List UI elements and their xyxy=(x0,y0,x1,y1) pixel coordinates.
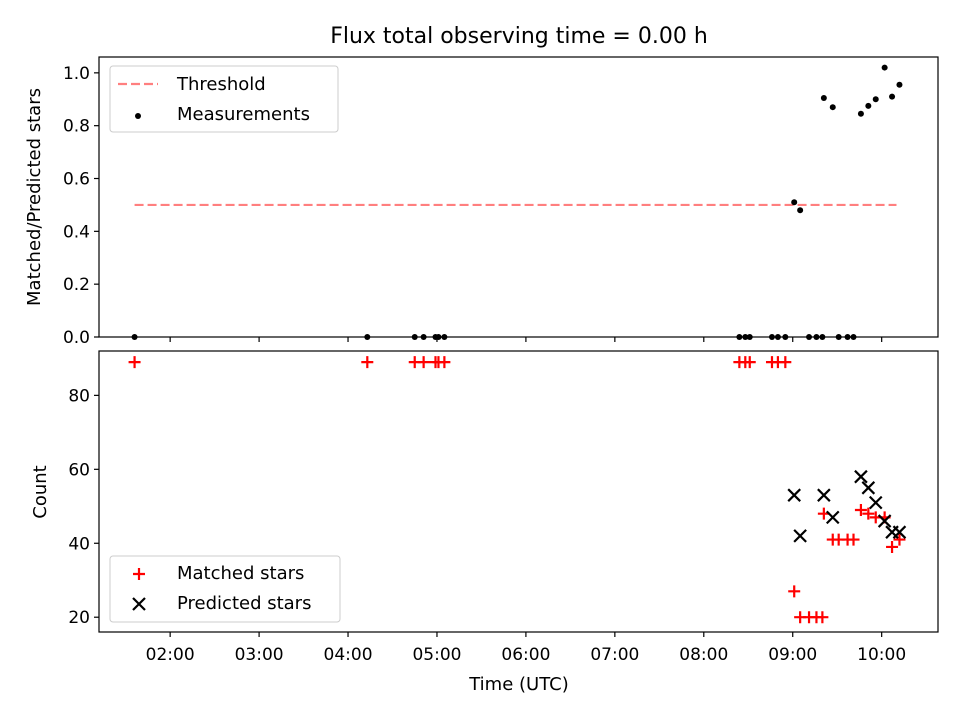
measurement-point-25 xyxy=(872,96,879,103)
top-x-axis xyxy=(169,337,883,342)
matched-star-point-0 xyxy=(128,356,141,369)
matched-star-point-6 xyxy=(438,356,451,369)
top-panel: 0.0 0.2 0.4 0.6 0.8 1.0 Matched/Predicted sta… xyxy=(24,56,939,348)
measurement-point-12 xyxy=(782,334,789,340)
measurement-point-0 xyxy=(131,334,138,340)
measurement-point-13 xyxy=(791,199,798,206)
xtick-label-7: 09:00 xyxy=(768,645,817,665)
matched-star-point-12 xyxy=(779,356,792,369)
bottom-legend: Matched stars Predicted stars xyxy=(109,555,341,623)
measurement-point-20 xyxy=(835,334,842,340)
matched-star-point-13 xyxy=(788,585,801,598)
matched-star-point-1 xyxy=(361,356,374,369)
bottom-y-axis-label: Count xyxy=(30,465,51,518)
top-ytick-label-4: 0.8 xyxy=(63,117,90,137)
predicted-star-point-7 xyxy=(877,514,892,528)
legend-predicted-label: Predicted stars xyxy=(177,593,311,614)
top-y-axis-label: Matched/Predicted stars xyxy=(24,88,45,306)
bottom-ytick-label-0: 20 xyxy=(68,608,90,628)
predicted-star-point-6 xyxy=(868,495,883,510)
legend-threshold-label: Threshold xyxy=(176,74,266,95)
legend-measurements-label: Measurements xyxy=(177,104,310,125)
bottom-y-axis: 20 40 60 80 xyxy=(68,386,99,628)
measurement-point-19 xyxy=(829,104,836,111)
xtick-label-1: 03:00 xyxy=(235,645,284,665)
measurement-point-6 xyxy=(441,334,448,340)
measurement-point-16 xyxy=(813,334,820,340)
bottom-ytick-label-1: 40 xyxy=(68,534,90,554)
measurement-point-27 xyxy=(889,93,896,100)
matched-star-point-24 xyxy=(862,507,875,520)
top-y-axis: 0.0 0.2 0.4 0.6 0.8 1.0 xyxy=(63,64,99,348)
measurement-point-7 xyxy=(736,334,743,340)
measurement-point-1 xyxy=(364,334,371,340)
legend-predicted-swatch xyxy=(132,597,146,611)
bottom-plot-area xyxy=(98,350,939,633)
measurement-point-17 xyxy=(819,334,826,340)
x-axis-label: Time (UTC) xyxy=(468,674,569,695)
top-ytick-label-2: 0.4 xyxy=(63,222,90,242)
predicted-stars-series xyxy=(787,469,907,543)
top-legend: Threshold Measurements xyxy=(109,65,339,133)
matched-star-point-28 xyxy=(893,533,906,546)
top-ytick-label-5: 1.0 xyxy=(63,64,90,84)
matched-star-point-23 xyxy=(854,503,867,516)
measurement-point-11 xyxy=(774,334,781,340)
measurement-point-15 xyxy=(806,334,813,340)
measurement-point-10 xyxy=(768,334,775,340)
xtick-label-4: 06:00 xyxy=(501,645,550,665)
predicted-star-point-2 xyxy=(817,488,831,502)
measurement-point-8 xyxy=(742,334,749,340)
measurement-point-14 xyxy=(797,207,804,214)
xtick-label-6: 08:00 xyxy=(679,645,728,665)
measurement-point-24 xyxy=(865,102,872,109)
chart-title: Flux total observing time = 0.00 h xyxy=(330,24,708,49)
measurement-point-21 xyxy=(844,334,851,340)
predicted-star-point-4 xyxy=(854,469,868,484)
bottom-legend-box xyxy=(109,555,341,623)
matched-star-point-22 xyxy=(847,533,860,546)
xtick-label-0: 02:00 xyxy=(146,645,195,665)
bottom-x-axis: 02:00 03:00 04:00 05:00 06:00 07:00 08:00 09:00… xyxy=(146,632,906,665)
predicted-star-point-3 xyxy=(825,510,840,525)
matched-star-point-27 xyxy=(886,540,899,553)
bottom-ytick-label-3: 80 xyxy=(68,386,90,406)
measurements-series xyxy=(131,64,903,340)
top-plot-area xyxy=(98,56,939,338)
legend-matched-label: Matched stars xyxy=(177,563,304,584)
predicted-star-point-5 xyxy=(861,481,876,495)
predicted-star-point-1 xyxy=(793,529,807,543)
predicted-star-point-9 xyxy=(892,525,907,539)
legend-measurements-swatch xyxy=(135,113,141,119)
matched-star-point-17 xyxy=(816,611,829,624)
top-legend-box xyxy=(109,65,339,133)
measurement-point-18 xyxy=(820,94,827,101)
xtick-label-5: 07:00 xyxy=(590,645,639,665)
matched-stars-series xyxy=(128,356,906,624)
xtick-label-8: 10:00 xyxy=(857,645,906,665)
measurement-point-5 xyxy=(435,334,442,340)
xtick-label-2: 04:00 xyxy=(324,645,373,665)
top-ytick-label-0: 0.0 xyxy=(63,328,90,348)
bottom-ytick-label-2: 60 xyxy=(68,460,90,480)
legend-matched-swatch xyxy=(133,568,145,580)
measurement-point-22 xyxy=(850,334,857,340)
predicted-star-point-0 xyxy=(787,488,801,502)
matched-star-point-9 xyxy=(743,356,756,369)
matched-star-point-3 xyxy=(417,356,430,369)
top-ytick-label-1: 0.2 xyxy=(63,275,90,295)
top-ytick-label-3: 0.6 xyxy=(63,170,90,190)
measurement-point-28 xyxy=(896,81,903,88)
measurement-point-9 xyxy=(746,334,753,340)
measurement-point-23 xyxy=(857,110,864,117)
measurement-point-26 xyxy=(881,64,888,71)
xtick-label-3: 05:00 xyxy=(412,645,461,665)
measurement-point-3 xyxy=(420,334,427,340)
measurement-point-2 xyxy=(411,334,418,340)
